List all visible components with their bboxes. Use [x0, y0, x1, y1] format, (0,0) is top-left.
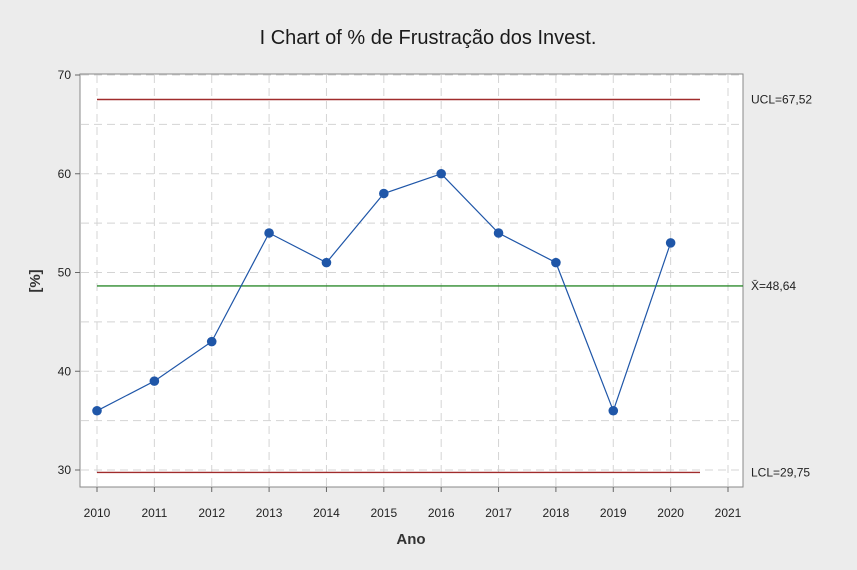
data-point-2013 — [264, 228, 274, 238]
x-tick-label-2012: 2012 — [198, 506, 225, 520]
x-tick-label-2016: 2016 — [428, 506, 455, 520]
data-point-2016 — [436, 168, 446, 179]
grid — [81, 74, 742, 486]
x-tick-label-2013: 2013 — [256, 506, 283, 520]
y-tick-label-60: 60 — [58, 167, 72, 181]
data-point-2012 — [206, 336, 217, 347]
x-tick-label-2015: 2015 — [370, 506, 397, 520]
x-tick-label-2019: 2019 — [600, 506, 627, 520]
y-tick-label-70: 70 — [58, 68, 72, 82]
data-point-2018 — [551, 257, 561, 268]
data-point-2014 — [321, 257, 332, 268]
control-limits: UCL=67,52 X̄=48,64 LCL=29,75 — [97, 92, 812, 479]
lcl-label: LCL=29,75 — [751, 465, 810, 479]
data-point-2015 — [379, 188, 389, 199]
y-tick-label-50: 50 — [58, 266, 72, 280]
y-axis: 30 40 50 60 70 — [58, 68, 80, 477]
x-axis-label: Ano — [396, 531, 425, 548]
data-point-2017 — [493, 228, 504, 238]
x-tick-label-2010: 2010 — [84, 506, 111, 520]
x-tick-label-2021: 2021 — [715, 506, 742, 520]
x-tick-label-2014: 2014 — [313, 506, 340, 520]
series — [92, 168, 676, 416]
ucl-label: UCL=67,52 — [751, 92, 812, 106]
y-tick-label-40: 40 — [58, 364, 72, 378]
data-point-2019 — [608, 405, 619, 416]
data-point-2010 — [92, 405, 102, 416]
center-label: X̄=48,64 — [751, 279, 796, 293]
y-axis-label: [%] — [27, 269, 44, 292]
data-point-2020 — [665, 238, 676, 248]
x-axis: 2010 2011 2012 2013 2014 2015 2016 2017 2018 2019… — [84, 487, 742, 520]
y-tick-label-30: 30 — [58, 463, 72, 477]
chart-title: I Chart of % de Frustração dos Invest. — [260, 27, 597, 49]
x-tick-label-2017: 2017 — [485, 506, 512, 520]
plot-area — [79, 73, 744, 488]
x-tick-label-2011: 2011 — [141, 506, 167, 520]
x-tick-label-2020: 2020 — [657, 506, 684, 520]
x-tick-label-2018: 2018 — [543, 506, 570, 520]
data-point-2011 — [149, 376, 160, 386]
